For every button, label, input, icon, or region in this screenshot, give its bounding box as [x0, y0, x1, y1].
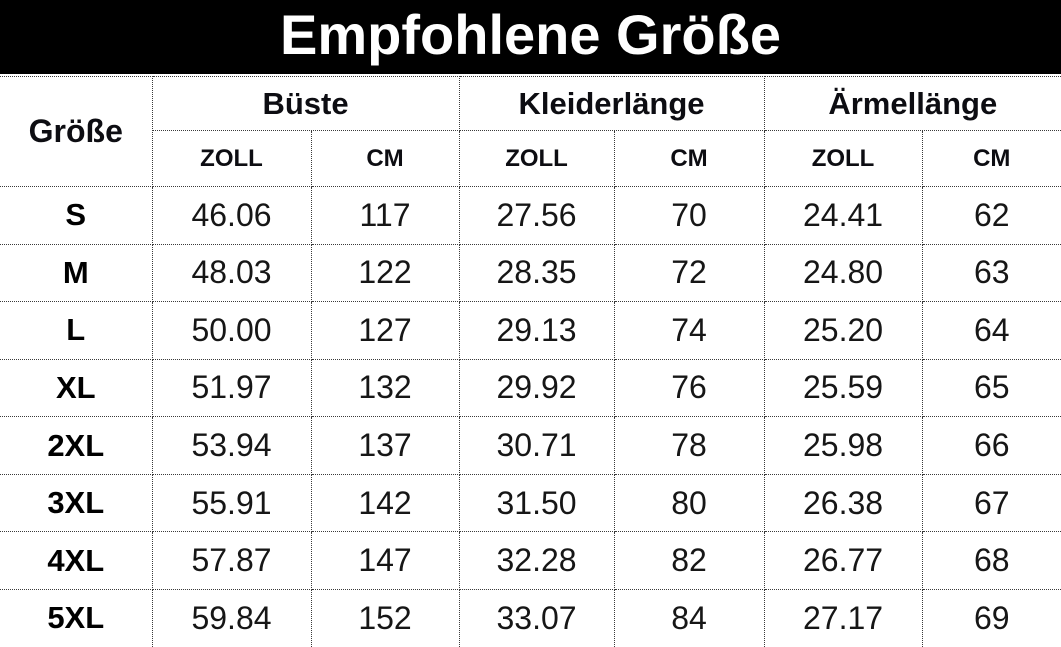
cell-bust-inch: 48.03	[151, 243, 312, 303]
cell-dress-cm: 82	[613, 531, 765, 590]
table-row-4xl: 4XL 57.87 147 32.28 82 26.77 68	[0, 531, 1061, 590]
size-label: 4XL	[0, 531, 153, 590]
cell-sleeve-inch: 24.80	[763, 243, 923, 303]
cell-dress-cm: 76	[613, 358, 765, 418]
table-row-s: S 46.06 117 27.56 70 24.41 62	[0, 186, 1061, 245]
cell-bust-cm: 132	[310, 358, 460, 418]
table-row-2xl: 2XL 53.94 137 30.71 78 25.98 66	[0, 416, 1061, 475]
cell-dress-cm: 72	[613, 243, 765, 303]
cell-sleeve-inch: 26.77	[763, 531, 923, 590]
cell-dress-cm: 74	[613, 301, 765, 360]
cell-sleeve-cm: 65	[921, 358, 1061, 418]
unit-header-dress-inch: ZOLL	[458, 130, 615, 187]
cell-bust-cm: 137	[310, 416, 460, 475]
cell-sleeve-inch: 25.98	[763, 416, 923, 475]
cell-bust-cm: 152	[310, 588, 460, 647]
column-header-size: Größe	[0, 76, 153, 187]
cell-bust-cm: 142	[310, 473, 460, 533]
cell-dress-inch: 29.13	[458, 301, 615, 360]
size-label: 5XL	[0, 588, 153, 647]
unit-header-bust-cm: CM	[310, 130, 460, 187]
cell-dress-inch: 27.56	[458, 186, 615, 245]
cell-sleeve-cm: 64	[921, 301, 1061, 360]
column-group-sleeve-length: Ärmellänge	[763, 76, 1061, 131]
cell-dress-cm: 70	[613, 186, 765, 245]
cell-sleeve-cm: 66	[921, 416, 1061, 475]
title-bar: Empfohlene Größe	[0, 0, 1061, 74]
cell-dress-inch: 29.92	[458, 358, 615, 418]
unit-header-sleeve-inch: ZOLL	[763, 130, 923, 187]
cell-dress-inch: 30.71	[458, 416, 615, 475]
cell-dress-cm: 80	[613, 473, 765, 533]
cell-sleeve-cm: 69	[921, 588, 1061, 647]
column-group-bust: Büste	[151, 76, 460, 131]
cell-bust-inch: 51.97	[151, 358, 312, 418]
cell-sleeve-inch: 27.17	[763, 588, 923, 647]
cell-dress-cm: 78	[613, 416, 765, 475]
table-row-3xl: 3XL 55.91 142 31.50 80 26.38 67	[0, 473, 1061, 533]
unit-header-sleeve-cm: CM	[921, 130, 1061, 187]
table-row-5xl: 5XL 59.84 152 33.07 84 27.17 69	[0, 588, 1061, 647]
table-row-m: M 48.03 122 28.35 72 24.80 63	[0, 243, 1061, 303]
cell-bust-inch: 57.87	[151, 531, 312, 590]
cell-bust-inch: 53.94	[151, 416, 312, 475]
cell-bust-inch: 50.00	[151, 301, 312, 360]
size-label: 2XL	[0, 416, 153, 475]
cell-sleeve-inch: 24.41	[763, 186, 923, 245]
cell-bust-cm: 147	[310, 531, 460, 590]
size-label: L	[0, 301, 153, 360]
size-label: S	[0, 186, 153, 245]
size-chart-table: Größe Büste Kleiderlänge Ärmellänge ZOLL…	[0, 76, 1061, 647]
cell-sleeve-cm: 62	[921, 186, 1061, 245]
cell-dress-inch: 33.07	[458, 588, 615, 647]
unit-header-bust-inch: ZOLL	[152, 130, 312, 187]
cell-sleeve-inch: 25.20	[763, 301, 923, 360]
cell-dress-inch: 32.28	[458, 531, 615, 590]
group-header-row: Größe Büste Kleiderlänge Ärmellänge	[0, 76, 1061, 187]
cell-bust-inch: 55.91	[151, 473, 312, 533]
unit-header-row: ZOLL CM ZOLL CM ZOLL CM	[0, 130, 1061, 187]
cell-bust-cm: 117	[310, 186, 460, 245]
cell-bust-inch: 59.84	[151, 588, 312, 647]
cell-sleeve-inch: 25.59	[763, 358, 923, 418]
table-row-xl: XL 51.97 132 29.92 76 25.59 65	[0, 358, 1061, 418]
column-group-dress-length: Kleiderlänge	[458, 76, 765, 131]
cell-dress-inch: 31.50	[458, 473, 615, 533]
cell-dress-cm: 84	[613, 588, 765, 647]
cell-sleeve-cm: 67	[921, 473, 1061, 533]
table-row-l: L 50.00 127 29.13 74 25.20 64	[0, 301, 1061, 360]
size-label: XL	[0, 358, 153, 418]
size-label: M	[0, 243, 153, 303]
cell-sleeve-cm: 63	[921, 243, 1061, 303]
cell-bust-inch: 46.06	[151, 186, 312, 245]
page-title: Empfohlene Größe	[280, 3, 781, 66]
cell-sleeve-inch: 26.38	[763, 473, 923, 533]
cell-dress-inch: 28.35	[458, 243, 615, 303]
cell-bust-cm: 127	[310, 301, 460, 360]
cell-bust-cm: 122	[310, 243, 460, 303]
unit-header-dress-cm: CM	[613, 130, 765, 187]
cell-sleeve-cm: 68	[921, 531, 1061, 590]
size-label: 3XL	[0, 473, 153, 533]
